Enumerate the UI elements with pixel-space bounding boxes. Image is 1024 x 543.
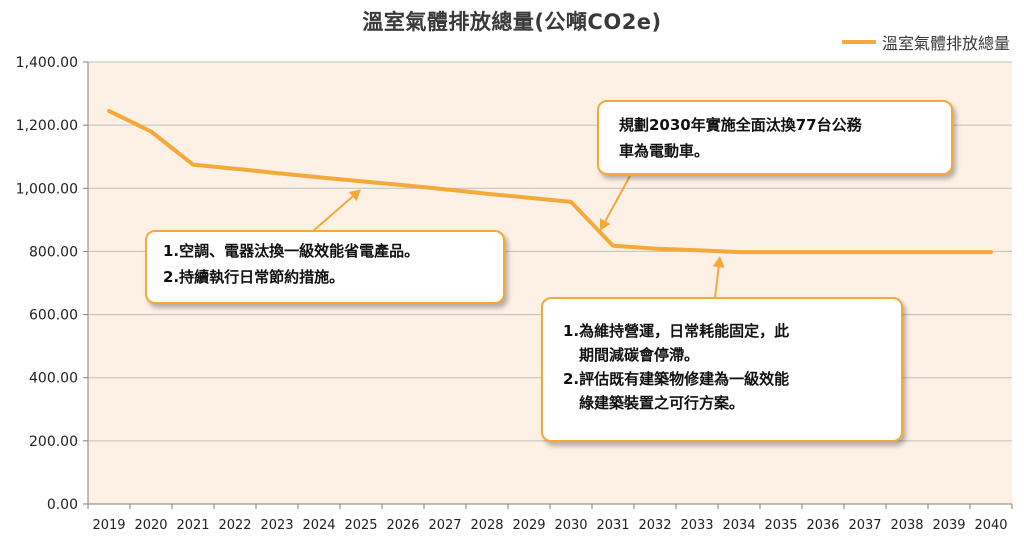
y-tick-label: 0.00: [47, 497, 78, 513]
x-tick-label: 2040: [974, 518, 1007, 533]
chart-title: 溫室氣體排放總量(公噸CO2e): [362, 10, 662, 34]
legend-label: 溫室氣體排放總量: [881, 34, 1010, 53]
legend-swatch: [841, 40, 876, 44]
y-tick-label: 1,200.00: [16, 118, 78, 134]
x-tick-label: 2036: [806, 518, 839, 533]
callout-arrowhead: [712, 256, 725, 268]
x-tick-label: 2019: [92, 518, 125, 533]
x-tick-label: 2025: [344, 518, 377, 533]
y-tick-label: 200.00: [29, 434, 78, 450]
y-tick-label: 600.00: [29, 308, 78, 324]
x-tick-label: 2021: [176, 518, 209, 533]
y-tick-label: 1,000.00: [16, 181, 78, 197]
x-tick-label: 2024: [302, 518, 335, 533]
x-tick-label: 2033: [680, 518, 713, 533]
callout-arrowhead: [600, 218, 611, 231]
callout-line: 車為電動車。: [619, 142, 710, 160]
callout-line: 1.空調、電器汰換一級效能省電產品。: [163, 242, 420, 260]
x-tick-label: 2037: [848, 518, 881, 533]
callout-line: 期間減碳會停滯。: [579, 346, 700, 364]
callout-line: 2.評估既有建築物修建為一級效能: [563, 370, 790, 388]
callout-line: 綠建築裝置之可行方案。: [579, 394, 745, 412]
x-tick-label: 2030: [554, 518, 587, 533]
legend: 溫室氣體排放總量: [841, 30, 1010, 54]
callout-energy-saving: 1.空調、電器汰換一級效能省電產品。 2.持續執行日常節約措施。: [145, 230, 505, 304]
x-tick-label: 2032: [638, 518, 671, 533]
callout-arrow-line: [312, 195, 354, 232]
callout-line: 2.持續執行日常節約措施。: [163, 268, 345, 286]
callout-arrowhead: [348, 189, 361, 202]
callout-green-building: 1.為維持營運，日常耗能固定，此 期間減碳會停滯。 2.評估既有建築物修建為一級…: [541, 297, 903, 442]
callout-electric-vehicles: 規劃2030年實施全面汰換77台公務 車為電動車。: [597, 100, 953, 175]
x-tick-label: 2029: [512, 518, 545, 533]
x-tick-label: 2035: [764, 518, 797, 533]
x-tick-label: 2028: [470, 518, 503, 533]
callout-line: 規劃2030年實施全面汰換77台公務: [619, 116, 862, 134]
series-line: [107, 108, 993, 255]
callout-line: 1.為維持營運，日常耗能固定，此: [563, 322, 790, 340]
x-tick-label: 2039: [932, 518, 965, 533]
x-tick-label: 2034: [722, 518, 755, 533]
x-tick-label: 2027: [428, 518, 461, 533]
x-tick-label: 2023: [260, 518, 293, 533]
x-tick-label: 2020: [134, 518, 167, 533]
x-tick-label: 2031: [596, 518, 629, 533]
y-tick-label: 400.00: [29, 371, 78, 387]
x-tick-label: 2038: [890, 518, 923, 533]
y-tick-label: 1,400.00: [16, 55, 78, 71]
y-tick-label: 800.00: [29, 244, 78, 260]
callout-arrow-line: [604, 175, 631, 222]
callout-arrow-line: [714, 266, 720, 299]
x-tick-label: 2022: [218, 518, 251, 533]
x-tick-label: 2026: [386, 518, 419, 533]
